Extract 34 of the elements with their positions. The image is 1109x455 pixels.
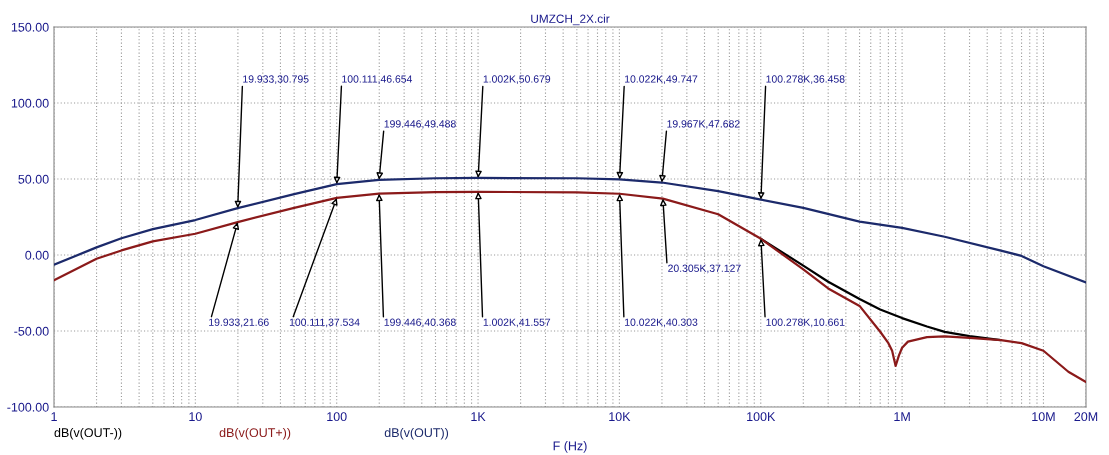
chart-title: UMZCH_2X.cir: [531, 14, 610, 26]
x-tick-label: 1K: [471, 412, 486, 421]
annotation: 1.002K,41.557: [483, 318, 551, 328]
y-tick-label: 0.00: [25, 250, 49, 260]
x-tick-label: 1: [51, 412, 57, 421]
annotation: 100.111,37.534: [289, 318, 360, 328]
x-axis-title: F (Hz): [553, 441, 587, 453]
annotation: 10.022K,49.747: [625, 75, 698, 84]
annotation: 100.278K,10.661: [766, 318, 845, 328]
x-tick-label: 100: [327, 412, 347, 422]
y-tick-label: -50.00: [14, 326, 49, 336]
annotation: 20.305K,37.127: [668, 264, 741, 274]
annotation: 199.446,40.368: [384, 318, 456, 328]
text: dB(v(OUT+)): [219, 427, 291, 440]
annotation: 19.967K,47.682: [667, 120, 740, 129]
annotation: 199.446,49.488: [384, 120, 456, 129]
y-tick-label: 150.00: [11, 22, 49, 32]
x-tick-label: 1M: [894, 412, 910, 421]
y-tick-label: 50.00: [18, 174, 49, 184]
text: dB(v(OUT)): [384, 427, 449, 440]
annotation: 1.002K,50.679: [483, 75, 551, 84]
text: dB(v(OUT-)): [54, 427, 122, 440]
annotation: 10.022K,40.303: [625, 318, 698, 328]
y-tick-label: 100.00: [11, 98, 49, 108]
x-tick-label: 10K: [609, 412, 631, 422]
x-tick-label: 10: [189, 412, 202, 422]
x-tick-label: 100K: [747, 412, 776, 422]
x-tick-label: 10M: [1032, 412, 1055, 422]
y-tick-label: -100.00: [7, 402, 49, 412]
annotation: 19.933,21.66: [209, 318, 269, 328]
annotation: 100.278K,36.458: [766, 75, 845, 84]
annotation: 100.111,46.654: [342, 75, 413, 84]
x-tick-label: 20M: [1074, 412, 1098, 422]
annotation: 19.933,30.795: [243, 75, 309, 84]
